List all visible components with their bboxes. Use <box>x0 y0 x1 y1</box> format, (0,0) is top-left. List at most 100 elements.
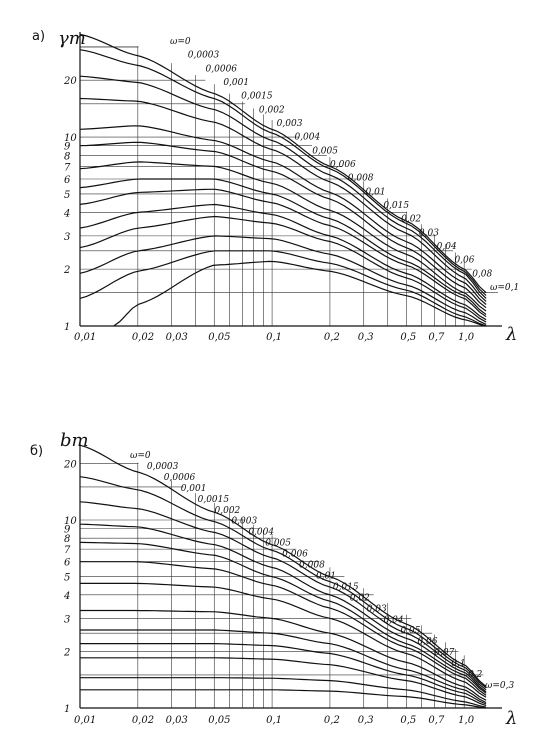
panel-a-label: a) <box>32 29 45 44</box>
pb-y-tick-label: 3 <box>64 614 70 625</box>
pb-omega-label: 0,0006 <box>164 473 196 483</box>
pb-omega-label: 0,02 <box>350 593 370 603</box>
pa-y-tick-label: 6 <box>64 175 71 186</box>
pa-y-tick-label: 10 <box>64 133 77 144</box>
pb-omega-label: 0,01 <box>316 571 336 581</box>
panel-b-x-axis-label: λ <box>505 708 517 729</box>
pa-omega-label: 0,008 <box>348 174 374 184</box>
pb-series-line <box>80 582 487 698</box>
chart-panel-a: a) γm λ 0,01 0,02 0,03 0,05 0,1 0,2 0,3 0,5 0,7 1… <box>32 28 519 345</box>
pb-omega-label: 0,07 <box>434 648 454 658</box>
pa-y-tick-label: 5 <box>64 190 70 201</box>
pa-y-tick-label: 2 <box>63 265 70 276</box>
pa-x-tick-label: 0,02 <box>132 332 154 343</box>
pa-x-tick-label: 0,01 <box>74 332 96 343</box>
pb-series-line <box>79 501 487 691</box>
pb-series-line <box>80 609 487 701</box>
pa-series-line <box>79 203 487 321</box>
pb-y-tick-label: 7 <box>64 545 71 556</box>
pb-series-line <box>80 629 487 704</box>
panel-b-y-axis-label: bm <box>60 430 89 451</box>
pb-omega-label: ω=0 <box>130 451 151 461</box>
pb-omega-label: ω=0,3 <box>485 681 514 691</box>
pa-omega-label: 0,0015 <box>241 92 273 102</box>
pa-series-line <box>79 215 487 323</box>
pb-omega-label: 0,008 <box>299 561 325 571</box>
pa-omega-label: 0,005 <box>312 146 338 156</box>
panel-a-y-axis-label: γm <box>58 28 86 49</box>
pb-omega-label: 0,0003 <box>147 462 179 472</box>
pb-series-line <box>79 523 487 693</box>
pa-x-tick-label: 0,7 <box>428 332 445 343</box>
pa-series-line <box>79 75 487 299</box>
pb-omega-label: 0,001 <box>181 484 207 494</box>
pb-x-tick-label: 0,3 <box>358 715 374 726</box>
pb-series-line <box>80 689 487 709</box>
pa-y-tick-label: 8 <box>64 151 70 162</box>
pb-x-tick-label: 0,01 <box>74 715 96 726</box>
pa-omega-label: 0,06 <box>454 256 474 266</box>
pa-y-tick-label: 1 <box>64 322 70 333</box>
pa-x-tick-label: 0,1 <box>266 332 282 343</box>
panel-b-label: б) <box>30 444 43 459</box>
pa-omega-label: 0,002 <box>259 105 285 115</box>
pa-y-tick-label: 3 <box>64 232 70 243</box>
pb-omega-label: 0,002 <box>215 506 241 516</box>
pa-series-line <box>79 49 487 296</box>
pa-omega-label: 0,04 <box>437 242 457 252</box>
pa-series-line <box>79 188 487 318</box>
pb-y-tick-label: 4 <box>63 591 70 602</box>
chart-panel-b: б) bm λ 0,01 0,02 0,03 0,05 0,1 0,2 0,3 0,5 0,7 1… <box>30 430 517 729</box>
pa-omega-label: ω=0 <box>170 37 191 47</box>
pb-omega-label: 0,06 <box>417 637 437 647</box>
pa-series-line <box>79 178 487 315</box>
pb-y-tick-label: 1 <box>64 704 70 715</box>
pa-series-line <box>79 141 487 309</box>
pb-series-line <box>80 561 487 696</box>
pa-series-line <box>113 260 487 327</box>
pb-y-tick-label: 20 <box>63 459 77 470</box>
pb-x-tick-label: 0,03 <box>166 715 188 726</box>
pa-omega-label: 0,0006 <box>206 64 238 74</box>
pb-series-line <box>79 444 487 688</box>
pb-omega-label: 0,005 <box>265 539 291 549</box>
pa-omega-label: 0,02 <box>401 215 421 225</box>
pb-omega-label: 0,0015 <box>198 495 230 505</box>
pb-x-tick-label: 0,02 <box>132 715 154 726</box>
pa-omega-label: 0,006 <box>330 160 356 170</box>
pb-y-tick-label: 5 <box>64 573 70 584</box>
pb-x-tick-label: 0,5 <box>400 715 416 726</box>
pa-y-tick-label: 20 <box>63 76 77 87</box>
pa-series-line <box>79 125 487 305</box>
pa-omega-label: 0,001 <box>223 78 249 88</box>
pa-series-line <box>79 33 487 294</box>
pb-x-tick-label: 0,05 <box>208 715 230 726</box>
pa-series-line <box>79 97 487 302</box>
pb-y-tick-label: 8 <box>64 534 70 545</box>
pa-series-line <box>79 235 487 325</box>
pa-omega-label: 0,01 <box>366 187 386 197</box>
pb-omega-label: 0,03 <box>367 604 387 614</box>
pb-omega-label: 0,05 <box>400 626 420 636</box>
pb-omega-label: 0,1 <box>451 659 465 669</box>
pa-x-tick-label: 0,2 <box>324 332 340 343</box>
pa-x-tick-label: 0,05 <box>208 332 230 343</box>
pa-series-line <box>79 161 487 312</box>
pa-omega-label: ω=0,1 <box>490 283 519 293</box>
pb-x-tick-label: 0,2 <box>324 715 340 726</box>
pb-series-line <box>80 657 487 707</box>
pb-series-line <box>79 476 487 689</box>
pa-x-tick-label: 1,0 <box>458 332 475 343</box>
pb-series-line <box>79 541 487 694</box>
pb-omega-label: 0,04 <box>384 615 404 625</box>
pb-omega-label: 0,004 <box>248 528 274 538</box>
pa-x-tick-label: 0,3 <box>358 332 374 343</box>
pa-x-tick-label: 0,5 <box>400 332 416 343</box>
pb-omega-label: 0,003 <box>231 517 257 527</box>
pa-omega-label: 0,08 <box>472 269 492 279</box>
pb-series-line <box>80 643 487 705</box>
panel-a-x-axis-label: λ <box>505 324 517 345</box>
pb-omega-label: 0,006 <box>282 550 308 560</box>
pa-omega-label: 0,0003 <box>188 51 220 61</box>
